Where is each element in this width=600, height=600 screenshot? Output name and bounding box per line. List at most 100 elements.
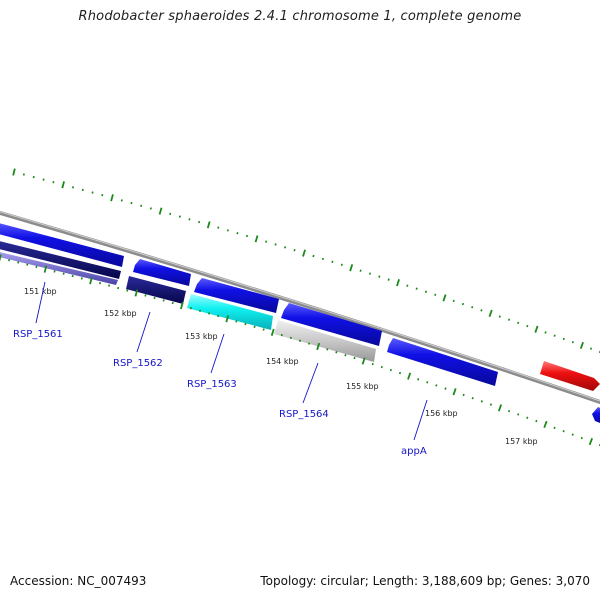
kbp-scale-minor-tick: [217, 314, 220, 318]
kbp-scale-minor-tick: [117, 286, 120, 290]
kbp-scale-minor-tick: [389, 368, 392, 372]
gene-label-appA[interactable]: appA: [401, 446, 427, 457]
kbp-scale-minor-tick: [517, 413, 520, 416]
gene-rsp1561-outer-feature[interactable]: [0, 251, 118, 285]
tick-label-152: 152 kbp: [104, 309, 137, 318]
tick-label-155: 155 kbp: [346, 382, 379, 391]
leader-rsp1564: [302, 362, 319, 404]
outer-scale-minor-tick: [274, 243, 277, 246]
outer-scale-major-tick: [12, 168, 16, 176]
kbp-scale-major-tick: [89, 277, 93, 285]
chromosome-backbone: [0, 210, 600, 404]
kbp-scale-minor-tick: [235, 320, 238, 323]
kbp-scale-major-tick: [270, 328, 275, 336]
outer-scale-minor-tick: [236, 231, 239, 235]
outer-scale-minor-tick: [81, 188, 84, 192]
outer-scale-minor-tick: [42, 178, 45, 181]
outer-scale-minor-tick: [378, 275, 381, 278]
gene-rsp1561-feature[interactable]: [0, 240, 121, 279]
outer-scale-major-tick: [349, 264, 354, 272]
gene-rsp1560-feature[interactable]: [0, 222, 124, 267]
kbp-scale-minor-tick: [471, 396, 474, 400]
outer-scale-minor-tick: [471, 305, 474, 309]
gene-label-rsp1561[interactable]: RSP_1561: [13, 329, 63, 340]
outer-scale-minor-tick: [406, 284, 409, 287]
kbp-scale-major-tick: [361, 357, 366, 365]
gene-edge-feature[interactable]: [592, 407, 600, 425]
outer-scale-minor-tick: [120, 199, 123, 202]
outer-scale-minor-tick: [507, 318, 511, 321]
kbp-scale-major-tick: [0, 254, 2, 262]
gene-red-feature[interactable]: [540, 361, 600, 391]
outer-scale-minor-tick: [480, 309, 483, 312]
kbp-scale-minor-tick: [526, 416, 529, 419]
kbp-scale-minor-tick: [298, 339, 302, 342]
outer-scale-minor-tick: [434, 293, 437, 296]
kbp-scale-minor-tick: [371, 362, 374, 366]
gene-label-rsp1563[interactable]: RSP_1563: [187, 379, 237, 390]
outer-scale-minor-tick: [217, 226, 220, 229]
outer-scale-minor-tick: [188, 218, 191, 221]
kbp-scale-minor-tick: [462, 393, 465, 397]
outer-scale-minor-tick: [368, 272, 372, 275]
outer-scale-minor-tick: [71, 186, 75, 189]
outer-scale-minor-tick: [331, 260, 334, 264]
outer-scale-major-tick: [61, 181, 65, 189]
outer-scale-minor-tick: [544, 331, 547, 334]
outer-scale-minor-tick: [198, 220, 201, 224]
kbp-scale-major-tick: [43, 265, 48, 273]
kbp-scale-major-tick: [316, 342, 321, 351]
outer-scale-major-tick: [254, 235, 259, 243]
chromosome-backbone-highlight: [0, 211, 600, 402]
kbp-scale-minor-tick: [398, 371, 402, 375]
outer-scale-minor-tick: [321, 257, 325, 261]
accession-text: Accession: NC_007493: [10, 574, 147, 588]
kbp-scale-minor-tick: [553, 426, 556, 430]
kbp-scale-minor-tick: [489, 403, 492, 406]
outer-scale-major-tick: [110, 194, 114, 202]
kbp-scale-minor-tick: [380, 365, 383, 369]
outer-scale-major-tick: [302, 249, 306, 257]
kbp-scale-minor-tick: [580, 436, 583, 440]
gene-label-rsp1564[interactable]: RSP_1564: [279, 409, 329, 420]
gene-rsp1564-upper-feature[interactable]: [281, 303, 382, 346]
outer-scale-minor-tick: [91, 191, 94, 194]
outer-scale-minor-tick: [452, 299, 455, 303]
gene-label-rsp1562[interactable]: RSP_1562: [113, 358, 163, 369]
outer-scale-minor-tick: [245, 234, 249, 238]
leader-rsp1562: [136, 311, 151, 353]
gene-rsp1564-feature[interactable]: [274, 320, 376, 362]
outer-tick-scale: [12, 168, 600, 354]
kbp-scale-minor-tick: [480, 400, 483, 403]
gene-rsp1562-feature[interactable]: [126, 276, 186, 304]
kbp-scale-minor-tick: [208, 312, 211, 315]
outer-scale-major-tick: [396, 279, 400, 287]
kbp-scale-minor-tick: [171, 301, 174, 305]
outer-scale-minor-tick: [178, 215, 181, 218]
outer-scale-minor-tick: [312, 254, 315, 258]
gene-rsp1562-upper-feature[interactable]: [133, 259, 191, 286]
kbp-scale-minor-tick: [280, 333, 283, 337]
outer-scale-major-tick: [158, 207, 163, 215]
map-title: Rhodobacter sphaeroides 2.4.1 chromosome…: [78, 9, 522, 24]
kbp-scale-minor-tick: [353, 356, 356, 360]
outer-scale-minor-tick: [517, 321, 520, 325]
outer-scale-minor-tick: [415, 287, 418, 290]
kbp-scale-major-tick: [407, 372, 412, 380]
gene-appA-feature[interactable]: [387, 338, 498, 386]
gene-rsp1563-upper-feature[interactable]: [194, 278, 279, 313]
kbp-scale-minor-tick: [417, 378, 420, 381]
leader-rsp1561: [35, 281, 46, 324]
kbp-scale-minor-tick: [344, 353, 347, 357]
leader-appA: [413, 399, 428, 441]
gene-rsp1563-feature[interactable]: [187, 294, 273, 330]
outer-scale-minor-tick: [265, 240, 268, 243]
kbp-scale-minor-tick: [507, 409, 511, 413]
outer-scale-minor-tick: [387, 278, 390, 281]
outer-scale-minor-tick: [553, 334, 556, 337]
outer-scale-major-tick: [579, 341, 584, 350]
kbp-scale-major-tick: [588, 437, 593, 446]
outer-scale-minor-tick: [130, 201, 133, 205]
kbp-scale-major-tick: [543, 420, 548, 429]
